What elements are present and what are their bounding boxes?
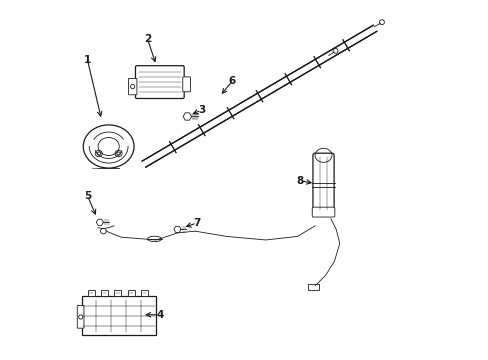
Polygon shape [142,25,376,167]
FancyBboxPatch shape [312,153,333,214]
Text: 3: 3 [198,105,204,115]
FancyBboxPatch shape [312,207,334,217]
FancyBboxPatch shape [183,77,190,92]
Text: 4: 4 [156,310,163,320]
Bar [114,290,121,296]
Bar [87,290,94,296]
FancyBboxPatch shape [135,66,184,99]
Bar [101,290,108,296]
Text: 6: 6 [228,76,235,86]
Text: 1: 1 [84,55,91,65]
Text: 2: 2 [143,34,151,44]
Bar [307,284,319,290]
Bar [141,290,148,296]
FancyBboxPatch shape [81,296,156,335]
Text: 7: 7 [193,218,200,228]
Bar [127,290,135,296]
Text: 5: 5 [84,191,91,201]
FancyBboxPatch shape [77,305,84,328]
Text: 8: 8 [296,176,303,186]
FancyBboxPatch shape [128,78,137,95]
